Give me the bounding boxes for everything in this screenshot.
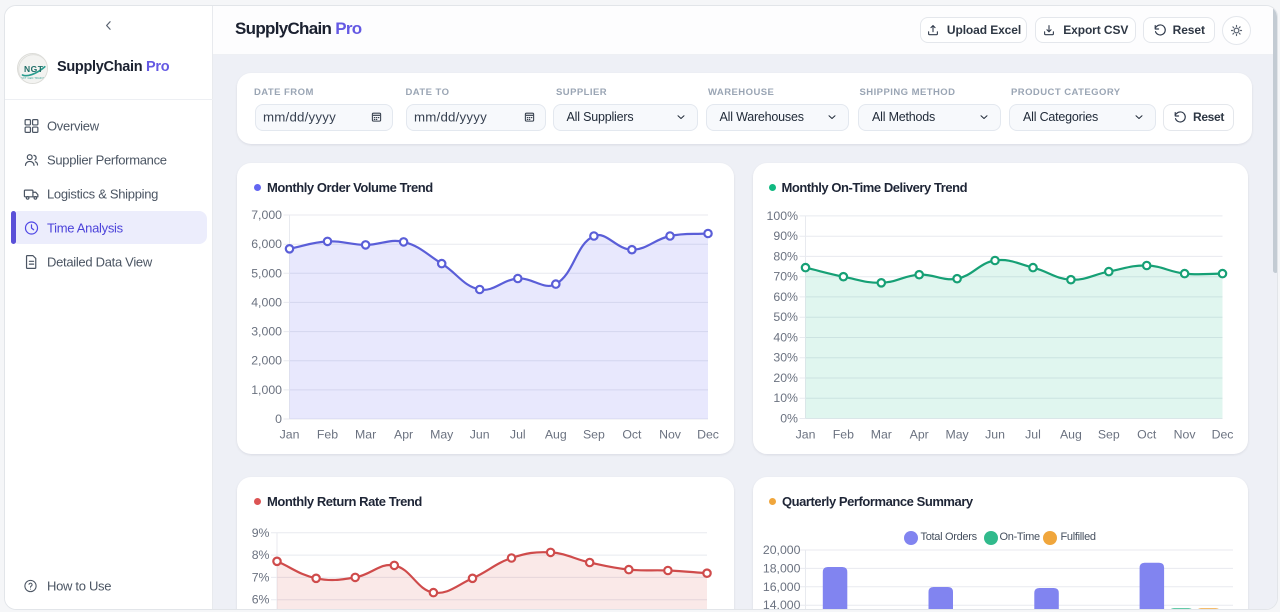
- svg-text:NXT GEN TRADING: NXT GEN TRADING: [21, 77, 47, 80]
- svg-text:NGT: NGT: [24, 64, 44, 74]
